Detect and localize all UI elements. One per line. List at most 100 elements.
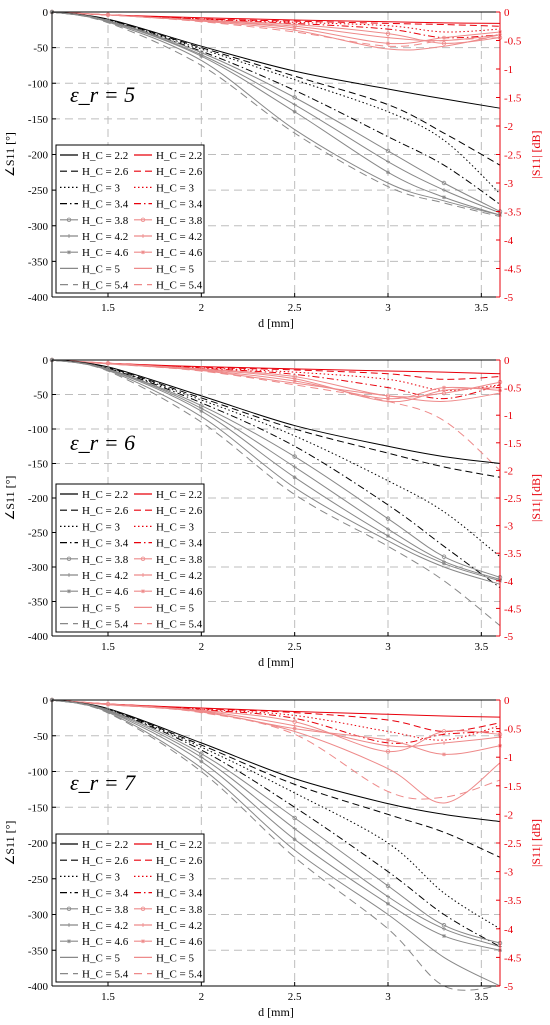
x-tick-label: 1.5 — [101, 302, 115, 314]
magnitude-marker — [386, 35, 390, 40]
x-tick-label: 3.5 — [474, 991, 488, 1003]
x-axis-label: d [mm] — [258, 1005, 294, 1019]
legend-marker-magnitude — [140, 217, 146, 222]
legend-label-phase: H_C = 4.6 — [82, 936, 129, 948]
y-left-tick-label: 0 — [43, 355, 49, 367]
x-tick-label: 2.5 — [288, 641, 302, 653]
y-right-tick-label: -1 — [504, 410, 513, 422]
legend-marker-magnitude — [141, 573, 145, 577]
legend-label-phase: H_C = 3 — [82, 871, 120, 883]
phase-marker — [292, 454, 297, 459]
x-axis-label: d [mm] — [258, 655, 294, 669]
magnitude-line — [51, 11, 501, 47]
y-right-tick-label: -3 — [504, 178, 514, 190]
legend-label-phase: H_C = 4.2 — [82, 231, 128, 243]
legend-label-magnitude: H_C = 4.6 — [156, 586, 203, 598]
phase-series — [49, 9, 503, 218]
legend-marker-phase — [67, 573, 71, 577]
legend-label-magnitude: H_C = 2.6 — [156, 166, 203, 178]
magnitude-marker — [199, 367, 204, 372]
legend-box — [55, 483, 205, 633]
y-right-tick-label: -2 — [504, 465, 513, 477]
legend: H_C = 2.2 H_C = 2.2 H_C = 2.6 H_C = 2.6 H_C … — [55, 144, 205, 294]
legend-label-phase: H_C = 3.8 — [82, 215, 129, 227]
y-left-tick-label: -200 — [28, 493, 49, 505]
magnitude-marker — [385, 31, 391, 36]
legend: H_C = 2.2 H_C = 2.2 H_C = 2.6 H_C = 2.6 H_C … — [55, 483, 205, 633]
legend-box — [55, 833, 205, 983]
magnitude-marker — [106, 361, 110, 366]
legend-label-magnitude: H_C = 5.4 — [156, 619, 203, 631]
x-tick-label: 1.5 — [101, 991, 115, 1003]
legend-label-phase: H_C = 2.2 — [82, 150, 128, 162]
legend-marker-phase — [66, 906, 72, 911]
y-left-tick-label: -100 — [28, 767, 49, 779]
phase-line — [51, 699, 501, 991]
legend-label-phase: H_C = 4.6 — [82, 586, 129, 598]
phase-marker — [386, 170, 390, 175]
legend-label-phase: H_C = 2.6 — [82, 505, 129, 517]
phase-line — [51, 359, 501, 585]
x-tick-label: 3.5 — [474, 641, 488, 653]
y-right-axis-label: |S11| [dB] — [529, 474, 543, 522]
magnitude-marker — [292, 25, 297, 30]
magnitude-marker — [386, 743, 390, 748]
magnitude-series — [49, 9, 503, 51]
y-left-tick-label: -150 — [28, 802, 49, 814]
phase-marker — [292, 109, 297, 114]
y-left-tick-label: -100 — [28, 424, 49, 436]
legend-label-phase: H_C = 2.6 — [82, 166, 129, 178]
y-right-tick-label: -1 — [504, 752, 513, 764]
legend-label-magnitude: H_C = 3 — [156, 871, 194, 883]
phase-marker — [199, 54, 204, 59]
y-left-tick-label: -200 — [28, 150, 49, 162]
phase-marker — [386, 894, 390, 899]
y-right-tick-label: -1 — [504, 64, 513, 76]
y-left-tick-label: -50 — [33, 731, 48, 743]
y-right-tick-label: -4.5 — [504, 603, 522, 615]
phase-marker — [292, 102, 297, 107]
y-right-tick-label: -3 — [504, 867, 514, 879]
y-left-tick-label: -200 — [28, 838, 49, 850]
legend-marker-phase — [66, 556, 72, 561]
y-left-axis-label: ∠S11 [°] — [3, 821, 17, 866]
y-right-tick-label: -3.5 — [504, 548, 522, 560]
legend-marker-phase — [66, 217, 72, 222]
magnitude-line — [51, 359, 501, 402]
y-right-tick-label: -2 — [504, 809, 513, 821]
magnitude-line — [51, 359, 501, 471]
y-left-tick-label: -350 — [28, 256, 49, 268]
y-right-tick-label: -5 — [504, 631, 514, 643]
y-left-tick-label: -50 — [33, 390, 48, 402]
magnitude-line — [51, 699, 501, 804]
y-right-tick-label: -4 — [504, 576, 514, 588]
phase-marker — [292, 475, 297, 480]
legend-label-phase: H_C = 4.2 — [82, 570, 128, 582]
legend-marker-magnitude — [140, 906, 146, 911]
y-left-axis-label: ∠S11 [°] — [3, 476, 17, 521]
legend-label-magnitude: H_C = 3 — [156, 521, 194, 533]
legend-marker-magnitude — [141, 589, 145, 594]
legend-label-magnitude: H_C = 2.6 — [156, 505, 203, 517]
phase-marker — [386, 159, 390, 164]
legend-label-magnitude: H_C = 4.2 — [156, 920, 202, 932]
legend-label-magnitude: H_C = 3.8 — [156, 554, 203, 566]
legend-label-magnitude: H_C = 2.6 — [156, 855, 203, 867]
phase-series — [49, 697, 503, 991]
y-left-tick-label: -250 — [28, 528, 49, 540]
phase-marker — [199, 409, 204, 414]
phase-marker — [106, 709, 110, 714]
x-tick-label: 3 — [385, 302, 391, 314]
legend-label-phase: H_C = 5 — [82, 952, 120, 964]
legend-label-magnitude: H_C = 3 — [156, 182, 194, 194]
x-tick-label: 2 — [199, 641, 205, 653]
legend-marker-phase — [67, 923, 71, 927]
legend-marker-phase — [67, 939, 71, 944]
phase-marker — [106, 367, 110, 372]
legend-label-phase: H_C = 3 — [82, 182, 120, 194]
legend-label-magnitude: H_C = 5 — [156, 263, 194, 275]
legend-box — [55, 144, 205, 294]
phase-marker — [442, 561, 446, 566]
y-left-tick-label: -100 — [28, 78, 49, 90]
